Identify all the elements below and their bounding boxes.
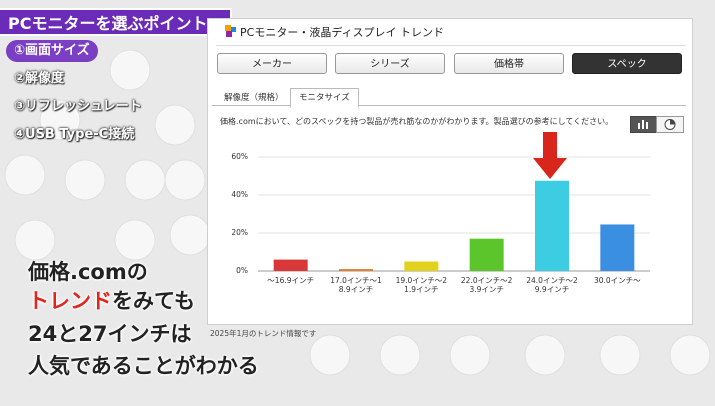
view-toggle[interactable]: [630, 116, 684, 133]
caption-text: をみても: [112, 289, 195, 313]
bar: [404, 261, 439, 271]
tab-button[interactable]: メーカー: [217, 53, 327, 74]
caption-line: 価格.comの: [28, 260, 148, 284]
tab-button[interactable]: 価格帯: [454, 53, 564, 74]
bar: [273, 259, 308, 271]
banner-title: PCモニターを選ぶポイント: [0, 8, 232, 36]
tab-button[interactable]: シリーズ: [335, 53, 445, 74]
point-item: ①画面サイズ: [6, 40, 98, 62]
footnote: 2025年1月のトレンド情報です: [210, 329, 317, 338]
x-tick-label: 24.0インチ～29.9インチ: [526, 276, 578, 294]
bar: [339, 269, 373, 271]
panel-icon: [225, 25, 236, 37]
description: 価格.comにおいて、どのスペックを持つ製品が売れ筋なのかがわかります。製品選び…: [220, 117, 614, 126]
x-tick-label: 22.0インチ～23.9インチ: [460, 276, 513, 294]
divider: [216, 45, 686, 46]
x-tick-label: 30.0インチ～: [593, 276, 641, 285]
point-item: ②解像度: [14, 71, 65, 86]
bar: [535, 180, 569, 271]
y-tick-label: 60%: [231, 152, 248, 161]
y-tick-label: 40%: [231, 190, 248, 199]
highlight-arrow: [533, 132, 567, 179]
caption-line: トレンドをみても: [28, 285, 195, 315]
point-item: ③リフレッシュレート: [14, 99, 142, 114]
panel-title: PCモニター・液晶ディスプレイ トレンド: [240, 26, 445, 39]
y-tick-label: 20%: [231, 228, 248, 237]
subtab[interactable]: 解像度（規格）: [224, 93, 284, 103]
caption-line: 24と27インチは: [28, 322, 192, 346]
point-item: ④USB Type-C接続: [14, 127, 135, 142]
x-tick-label: 17.0インチ～18.9インチ: [330, 276, 382, 294]
caption-line: 人気であることがわかる: [28, 354, 259, 378]
x-tick-label: ～16.9インチ: [267, 276, 314, 285]
tab-button[interactable]: スペック: [572, 53, 682, 74]
bar: [600, 224, 635, 271]
subtab[interactable]: モニタサイズ: [290, 88, 359, 108]
caption-highlight: トレンド: [28, 289, 112, 313]
x-tick-label: 19.0インチ～21.9インチ: [395, 276, 448, 294]
subtab-line: [212, 105, 686, 106]
bar: [469, 238, 504, 271]
y-tick-label: 0%: [236, 266, 248, 275]
